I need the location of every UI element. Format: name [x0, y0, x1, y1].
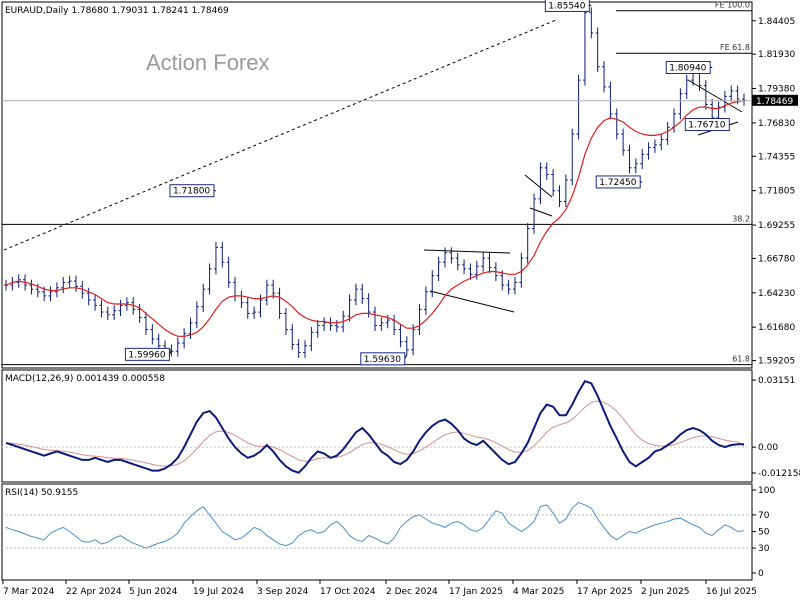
- price-tick-label: 1.76830: [758, 119, 795, 129]
- price-tick-label: 1.84405: [758, 17, 795, 27]
- annotation-label: 1.85540: [548, 1, 585, 11]
- annotation-label: 1.76710: [688, 121, 725, 131]
- annotation-box: [665, 60, 711, 74]
- price-tick-label: 1.61680: [758, 323, 795, 333]
- time-tick-label: 5 Jun 2024: [129, 587, 178, 597]
- time-tick-label: 19 Jul 2024: [193, 587, 244, 597]
- rsi-line: [5, 501, 745, 549]
- rsi-panel: [1, 483, 753, 581]
- time-axis: 7 Mar 2024 22 Apr 2024 5 Jun 2024 19 Jul 20…: [2, 580, 757, 597]
- price-tick-label: 1.79380: [758, 85, 795, 95]
- channel-line-upper: [423, 249, 511, 254]
- moving-average-line: [5, 99, 745, 337]
- current-price-box: [752, 94, 798, 106]
- time-tick-label: 16 Jul 2025: [706, 587, 757, 597]
- annotation-label: 1.80940: [669, 63, 706, 73]
- annotation-box: [544, 0, 590, 12]
- rsi-tick-label: 100: [758, 486, 775, 496]
- fib-level-label: FE 100.0: [715, 1, 750, 10]
- rsi-tick-label: 0: [758, 569, 764, 579]
- annotation-box: [684, 118, 730, 132]
- time-tick-label: 17 Apr 2025: [577, 587, 633, 597]
- price-tick-label: 1.69255: [758, 221, 795, 231]
- chart-header: EURAUD,Daily 1.78680 1.79031 1.78241 1.7…: [5, 6, 229, 16]
- annotation-box: [595, 175, 641, 189]
- annotation-box: [124, 347, 170, 361]
- time-tick-label: 17 Oct 2024: [320, 587, 376, 597]
- rsi-tick-label: 50: [758, 528, 770, 538]
- time-tick-label: 7 Mar 2024: [3, 587, 55, 597]
- channel-line-lower: [429, 290, 515, 313]
- current-price-tag: 1.78469: [2, 94, 798, 107]
- macd-axis: 0.03151 0.00 -0.012158: [752, 376, 800, 479]
- rsi-axis: 100 70 50 30 0: [752, 486, 775, 579]
- time-tick-label: 2 Jun 2025: [641, 587, 689, 597]
- dotted-trendline: [3, 19, 557, 251]
- price-tick-label: 1.74355: [758, 152, 795, 162]
- price-tick-label: 1.66780: [758, 254, 795, 264]
- price-tick-label: 1.71805: [758, 187, 795, 197]
- annotation-box: [360, 352, 406, 366]
- price-annotations: 1.85540 1.80940 1.76710 1.72450 1.71800 1.599…: [124, 0, 732, 366]
- price-candles: [4, 7, 746, 358]
- time-tick-label: 22 Apr 2024: [66, 587, 122, 597]
- macd-main-line: [5, 379, 744, 474]
- price-axis: 1.84405 1.81930 1.79380 1.76830 1.74355 1.718…: [752, 17, 795, 367]
- annotation-label: 1.59960: [128, 350, 165, 360]
- fib-level-label: 38.2: [732, 214, 750, 223]
- macd-tick-label: -0.012158: [758, 469, 800, 479]
- time-tick-label: 3 Sep 2024: [257, 587, 309, 597]
- macd-tick-label: 0.03151: [758, 376, 795, 386]
- time-tick-label: 2 Dec 2024: [386, 587, 438, 597]
- watermark: Action Forex: [146, 50, 270, 75]
- time-tick-label: 4 Mar 2025: [513, 587, 564, 597]
- fib-level-label: FE 61.8: [720, 43, 750, 52]
- fib-level-label: 61.8: [732, 355, 750, 364]
- triangle-line-upper: [687, 79, 743, 113]
- annotation-label: 1.59630: [364, 355, 401, 365]
- rsi-tick-label: 30: [758, 544, 770, 554]
- macd-tick-label: 0.00: [758, 443, 778, 453]
- trendlines: [3, 19, 743, 313]
- macd-title: MACD(12,26,9) 0.001439 0.000558: [5, 374, 165, 384]
- time-tick-label: 17 Jan 2025: [449, 587, 503, 597]
- annotation-label: 1.71800: [173, 187, 210, 197]
- rsi-title: RSI(14) 50.9155: [5, 488, 78, 498]
- macd-panel: [1, 369, 753, 483]
- flag-line-upper: [524, 174, 553, 198]
- annotation-box: [169, 184, 215, 198]
- annotation-label: 1.72450: [599, 178, 636, 188]
- price-tick-label: 1.64230: [758, 289, 795, 299]
- price-tick-label: 1.59205: [758, 357, 795, 367]
- rsi-tick-label: 70: [758, 511, 770, 521]
- current-price-label: 1.78469: [756, 97, 793, 107]
- price-tick-label: 1.81930: [758, 50, 795, 60]
